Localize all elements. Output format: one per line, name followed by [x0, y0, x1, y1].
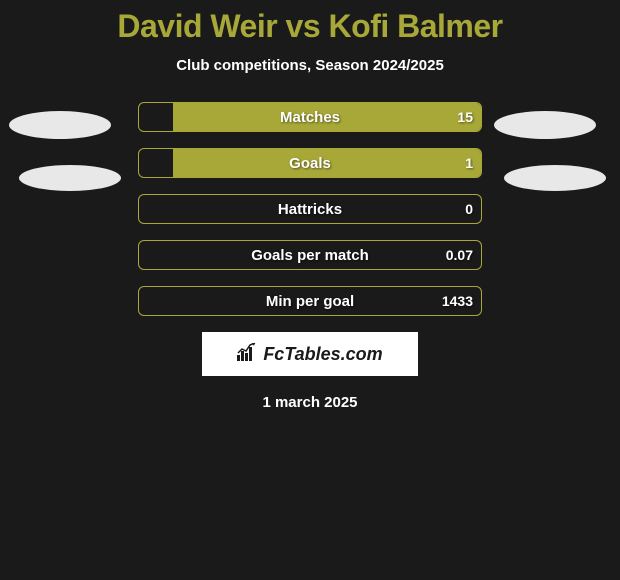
stat-label: Matches — [139, 103, 481, 131]
stats-area: Matches15 Goals1 Hattricks0 Goals per match… — [0, 102, 620, 316]
stat-bar-row: Goals per match0.07 — [138, 240, 482, 270]
stat-bar-row: Hattricks0 — [138, 194, 482, 224]
stat-value-right: 0.07 — [446, 241, 473, 269]
player-right-ellipse-2 — [504, 165, 606, 191]
logo-box: FcTables.com — [202, 332, 418, 376]
stat-bar-row: Goals1 — [138, 148, 482, 178]
comparison-infographic: David Weir vs Kofi Balmer Club competiti… — [0, 0, 620, 580]
stat-label: Min per goal — [139, 287, 481, 315]
player-left-ellipse-1 — [9, 111, 111, 139]
stat-label: Hattricks — [139, 195, 481, 223]
stat-value-right: 15 — [457, 103, 473, 131]
player-right-ellipse-1 — [494, 111, 596, 139]
stat-label: Goals — [139, 149, 481, 177]
stat-value-right: 1 — [465, 149, 473, 177]
page-title: David Weir vs Kofi Balmer — [0, 0, 620, 45]
logo-text: FcTables.com — [263, 344, 382, 365]
subtitle: Club competitions, Season 2024/2025 — [0, 57, 620, 74]
chart-icon — [237, 343, 257, 366]
stat-bar-row: Min per goal1433 — [138, 286, 482, 316]
stat-bars: Matches15 Goals1 Hattricks0 Goals per match… — [138, 102, 482, 316]
stat-value-right: 1433 — [442, 287, 473, 315]
stat-label: Goals per match — [139, 241, 481, 269]
date-label: 1 march 2025 — [0, 394, 620, 411]
player-left-ellipse-2 — [19, 165, 121, 191]
stat-bar-row: Matches15 — [138, 102, 482, 132]
stat-value-right: 0 — [465, 195, 473, 223]
